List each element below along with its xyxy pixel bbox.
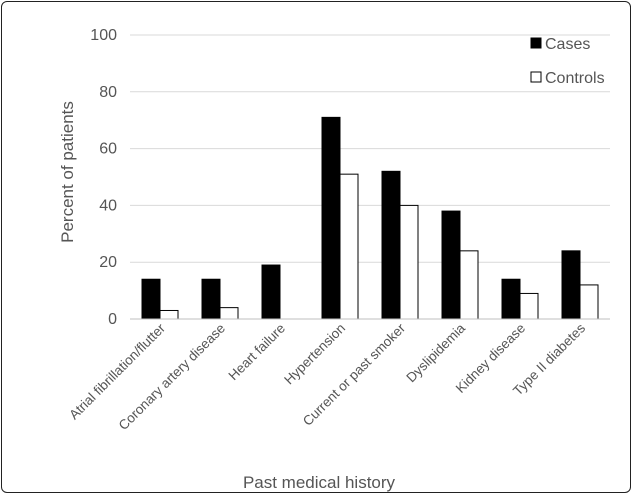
bar-controls <box>579 284 599 320</box>
bar-controls <box>159 309 179 320</box>
bar-cases <box>321 116 341 320</box>
x-tick-label: Dyslipidemia <box>403 320 468 385</box>
y-tick-label: 100 <box>90 27 117 44</box>
gridlines <box>130 34 610 263</box>
bar-controls <box>459 250 479 320</box>
bar-cases <box>441 210 461 320</box>
bar-controls <box>339 173 359 320</box>
y-tick-label: 0 <box>108 311 117 328</box>
y-tick-label: 80 <box>99 84 117 101</box>
bar-cases <box>561 250 581 320</box>
y-tick-labels: 0 20 40 60 80 100 <box>90 27 117 328</box>
x-tick-label: Current or past smoker <box>300 320 409 429</box>
y-tick-label: 20 <box>99 254 117 271</box>
bar-controls <box>219 307 239 320</box>
legend: Cases Controls <box>530 36 605 87</box>
x-tick-label: Heart failure <box>226 321 289 384</box>
y-tick-label: 40 <box>99 197 117 214</box>
x-tick-label: Coronary artery disease <box>116 321 228 433</box>
bar-cases <box>261 264 281 320</box>
bar-cases <box>501 278 521 320</box>
y-tick-label: 60 <box>99 141 117 158</box>
bar-controls <box>399 204 419 320</box>
bar-cases <box>141 278 161 320</box>
x-tick-label: Hypertension <box>281 321 348 388</box>
bar-cases <box>201 278 221 320</box>
legend-swatch-controls <box>530 71 542 83</box>
x-axis-label: Past medical history <box>243 473 396 492</box>
y-axis-label: Percent of patients <box>58 101 77 243</box>
bars <box>141 116 599 320</box>
x-tick-label: Atrial fibrillation/flutter <box>66 320 168 422</box>
legend-label-cases: Cases <box>545 36 590 53</box>
legend-label-controls: Controls <box>545 70 605 87</box>
legend-swatch-cases <box>530 37 542 49</box>
bar-cases <box>381 170 401 320</box>
bar-controls <box>519 292 539 320</box>
